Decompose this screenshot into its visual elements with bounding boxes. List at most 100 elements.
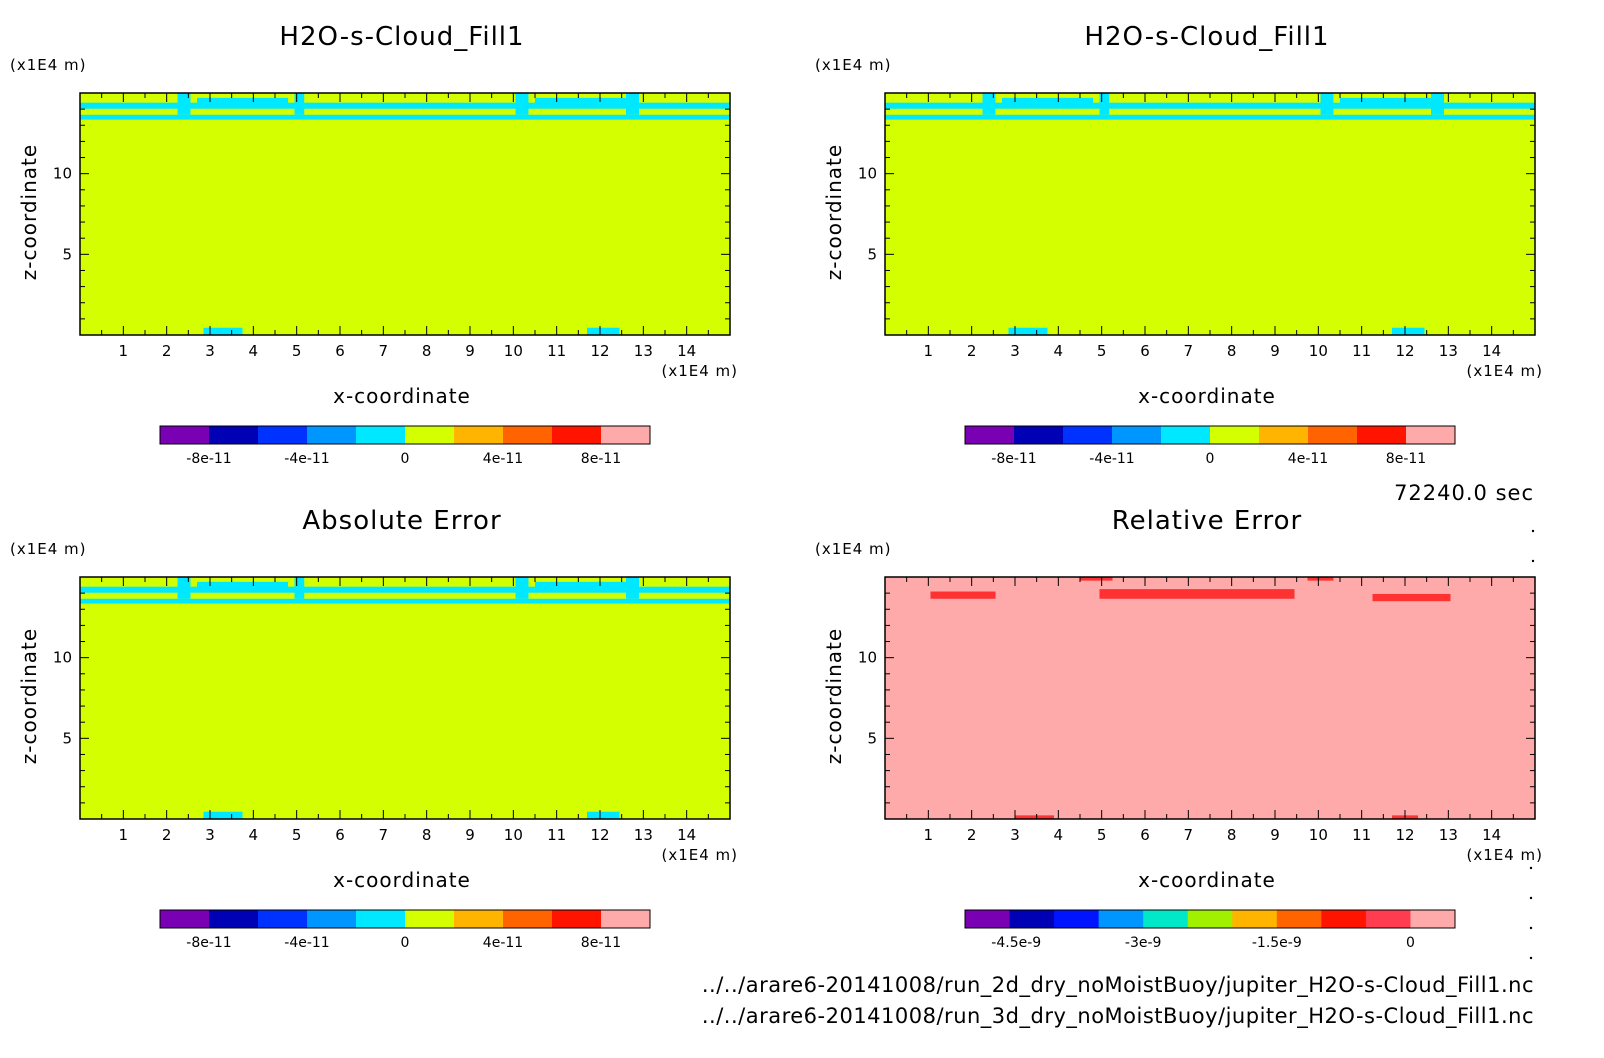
x-tick-label: 2	[162, 826, 172, 844]
colorbar-swatch	[1098, 910, 1144, 928]
colorbar-swatch	[503, 910, 553, 928]
colorbar-swatch	[1357, 426, 1407, 444]
y-tick-label: 5	[62, 245, 72, 263]
y-unit-label: (x1E4 m)	[10, 56, 87, 74]
y-axis-label: z-coordinate	[17, 628, 41, 764]
field-feature	[1099, 589, 1295, 599]
field-feature	[982, 93, 996, 115]
y-tick-label: 10	[53, 165, 72, 183]
x-tick-label: 8	[422, 826, 432, 844]
colorbar-swatch	[1321, 910, 1367, 928]
x-tick-label: 1	[924, 342, 934, 360]
panel-title: Relative Error	[1112, 506, 1303, 536]
field-feature	[885, 114, 1535, 120]
colorbar-swatch	[1063, 426, 1113, 444]
x-tick-label: 6	[1140, 342, 1150, 360]
x-tick-label: 10	[504, 342, 523, 360]
x-tick-label: 9	[1270, 826, 1280, 844]
field-feature	[587, 327, 620, 335]
field-feature	[515, 93, 529, 115]
x-tick-label: 4	[249, 342, 259, 360]
field-background	[885, 577, 1535, 819]
x-tick-label: 10	[1309, 826, 1328, 844]
field-feature	[80, 598, 730, 604]
colorbar-swatch	[552, 910, 602, 928]
x-tick-label: 13	[634, 826, 653, 844]
colorbar-swatch	[1009, 910, 1055, 928]
colorbar-swatch	[1210, 426, 1260, 444]
x-tick-label: 11	[1352, 826, 1371, 844]
x-tick-label: 8	[422, 342, 432, 360]
x-tick-label: 13	[1439, 826, 1458, 844]
field-feature	[1320, 93, 1334, 115]
colorbar-swatch	[601, 426, 651, 444]
x-tick-label: 9	[465, 826, 475, 844]
colorbar-frame	[964, 909, 1456, 929]
y-tick-label: 10	[53, 649, 72, 667]
x-tick-label: 7	[379, 342, 389, 360]
colorbar-swatch	[307, 426, 357, 444]
x-tick-label: 4	[1054, 342, 1064, 360]
y-unit-label: (x1E4 m)	[815, 540, 892, 558]
colorbar-swatch	[1365, 910, 1411, 928]
panel-title: Absolute Error	[302, 506, 501, 536]
colorbar-tick-label: 0	[401, 451, 410, 467]
field-feature	[1307, 577, 1334, 581]
x-tick-label: 5	[292, 342, 302, 360]
x-tick-label: 10	[1309, 342, 1328, 360]
x-tick-label: 11	[547, 826, 566, 844]
colorbar-swatch	[1112, 426, 1162, 444]
x-tick-label: 9	[1270, 342, 1280, 360]
colorbar-swatch	[160, 426, 210, 444]
x-tick-label: 10	[504, 826, 523, 844]
margin-dots	[1529, 529, 1535, 960]
x-tick-label: 5	[1097, 342, 1107, 360]
colorbar-frame	[159, 909, 651, 929]
colorbar-tick-label: -8e-11	[186, 935, 231, 951]
colorbar-swatch	[356, 426, 406, 444]
field-feature	[1002, 97, 1093, 106]
x-axis-label: x-coordinate	[333, 868, 471, 892]
field-feature	[1392, 327, 1425, 335]
x-tick-label: 7	[1184, 826, 1194, 844]
y-tick-label: 10	[858, 649, 877, 667]
x-tick-label: 4	[1054, 826, 1064, 844]
time-label: 72240.0 sec	[1394, 481, 1534, 505]
colorbar-swatch	[454, 426, 504, 444]
x-tick-label: 13	[1439, 342, 1458, 360]
field-feature	[294, 577, 305, 599]
x-tick-label: 14	[1482, 826, 1501, 844]
field-feature	[1099, 93, 1110, 115]
field-feature	[1080, 577, 1113, 581]
x-tick-label: 6	[1140, 826, 1150, 844]
y-tick-label: 5	[62, 729, 72, 747]
colorbar-swatch	[965, 426, 1015, 444]
field-feature	[1008, 327, 1048, 335]
y-tick-label: 5	[867, 729, 877, 747]
panel-top-left: H2O-s-Cloud_Fill1 (x1E4 m) z-coordinate …	[10, 22, 737, 467]
panel-title: H2O-s-Cloud_Fill1	[1084, 22, 1329, 52]
colorbar-swatch	[258, 426, 308, 444]
colorbar-swatch	[601, 910, 651, 928]
colorbar-tick-label: 4e-11	[483, 935, 523, 951]
colorbar-swatch	[1187, 910, 1233, 928]
x-tick-label: 2	[967, 342, 977, 360]
colorbar-swatch	[1308, 426, 1358, 444]
colorbar: -4.5e-9 -3e-9 -1.5e-9 0	[964, 909, 1456, 951]
field-feature	[294, 93, 305, 115]
file-path-1: ../../arare6-20141008/run_2d_dry_noMoist…	[702, 973, 1534, 998]
x-tick-label: 4	[249, 826, 259, 844]
x-tick-label: 6	[335, 342, 345, 360]
x-tick-label: 7	[1184, 342, 1194, 360]
colorbar-tick-label: 8e-11	[581, 451, 621, 467]
field-feature	[203, 811, 243, 819]
x-tick-label: 6	[335, 826, 345, 844]
x-tick-label: 3	[205, 826, 215, 844]
x-tick-label: 12	[590, 342, 609, 360]
colorbar-swatch	[503, 426, 553, 444]
colorbar-tick-label: -4.5e-9	[991, 935, 1041, 951]
colorbar-swatch	[1014, 426, 1064, 444]
colorbar-swatch	[1276, 910, 1322, 928]
colorbar-frame	[964, 425, 1456, 445]
